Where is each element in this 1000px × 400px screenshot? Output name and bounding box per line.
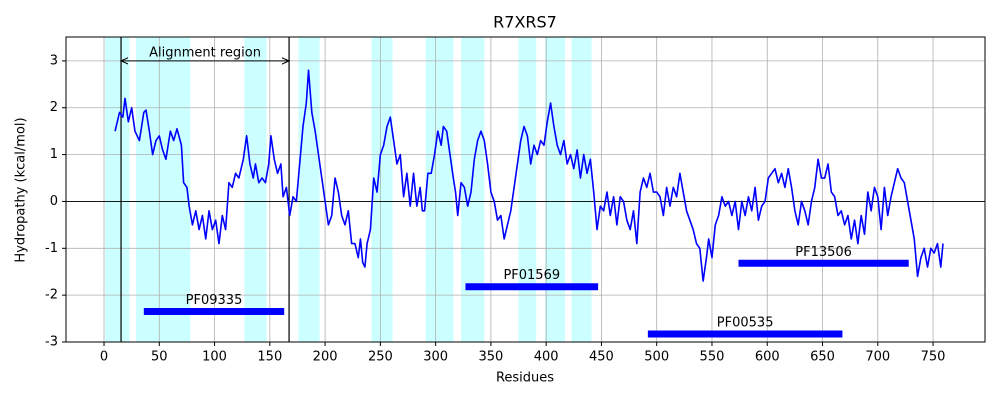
x-axis-label: Residues xyxy=(496,371,554,386)
x-tick-label: 400 xyxy=(534,350,559,365)
x-tick-label: 750 xyxy=(921,350,946,365)
highlight-span xyxy=(371,37,393,342)
highlight-span xyxy=(425,37,454,342)
annotation-text: Alignment region xyxy=(149,45,261,60)
domain-label: PF01569 xyxy=(503,268,560,283)
x-tick-label: 500 xyxy=(644,350,669,365)
x-tick-label: 50 xyxy=(151,350,168,365)
highlight-span xyxy=(105,37,130,342)
highlight-span xyxy=(545,37,565,342)
y-tick-label: -1 xyxy=(45,241,58,256)
highlight-span xyxy=(298,37,320,342)
chart-title: R7XRS7 xyxy=(493,13,557,32)
domain-label: PF00535 xyxy=(717,316,774,331)
x-tick-label: 250 xyxy=(368,350,393,365)
x-tick-label: 300 xyxy=(423,350,448,365)
hydropathy-line xyxy=(114,69,944,282)
x-tick-label: 0 xyxy=(100,350,108,365)
x-tick-label: 350 xyxy=(478,350,503,365)
highlight-span xyxy=(518,37,537,342)
y-axis-label: Hydropathy (kcal/mol) xyxy=(14,117,29,262)
x-tick-label: 450 xyxy=(589,350,614,365)
x-tick-label: 600 xyxy=(755,350,780,365)
x-tick-label: 550 xyxy=(700,350,725,365)
x-tick-label: 150 xyxy=(257,350,282,365)
highlight-span xyxy=(571,37,592,342)
highlight-span xyxy=(244,37,267,342)
y-tick-label: 1 xyxy=(50,147,58,162)
domain-label: PF09335 xyxy=(186,293,243,308)
highlight-span xyxy=(136,37,191,342)
x-tick-label: 700 xyxy=(865,350,890,365)
y-tick-label: -2 xyxy=(45,288,58,303)
y-tick-label: -3 xyxy=(45,335,58,350)
y-tick-label: 0 xyxy=(50,194,58,209)
highlight-span xyxy=(461,37,485,342)
x-tick-label: 650 xyxy=(810,350,835,365)
plot-frame xyxy=(65,36,986,343)
y-tick-label: 2 xyxy=(50,100,58,115)
x-tick-label: 200 xyxy=(313,350,338,365)
domain-label: PF13506 xyxy=(795,245,852,260)
y-tick-label: 3 xyxy=(50,53,58,68)
x-tick-label: 100 xyxy=(202,350,227,365)
